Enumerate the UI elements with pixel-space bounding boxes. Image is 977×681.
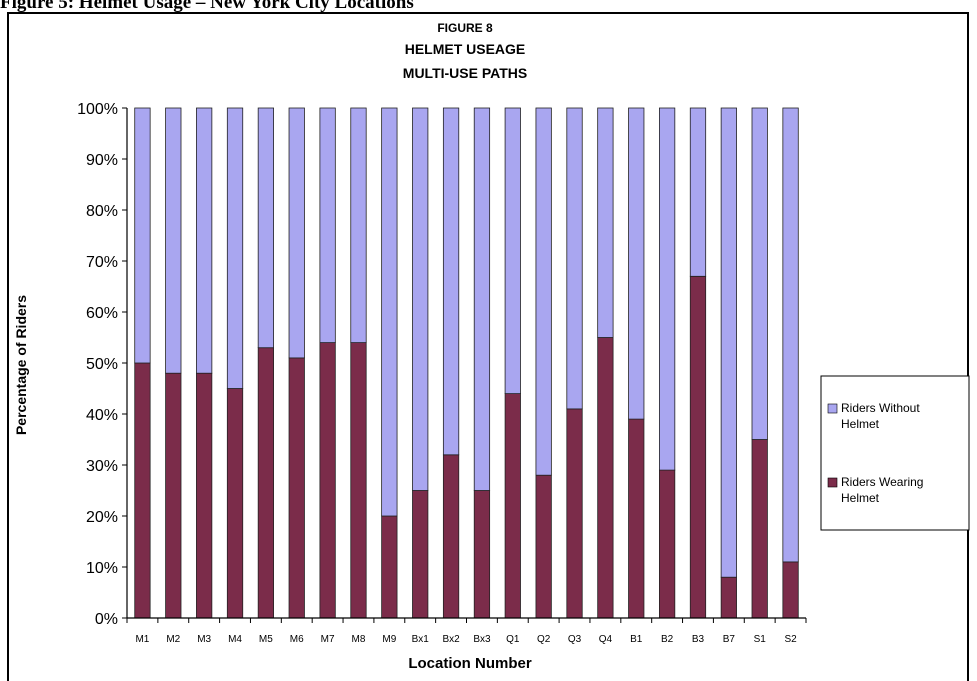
y-tick-label-80pct: 80% — [86, 203, 118, 220]
bar-wearing-m5 — [257, 347, 275, 619]
bar-wearing-b2 — [659, 469, 676, 619]
y-tick-label-0pct: 0% — [95, 611, 118, 628]
bar-without-q2 — [535, 107, 552, 476]
x-tick-label-m8: M8 — [352, 634, 366, 645]
bar-without-b3 — [689, 107, 707, 277]
y-axis-label: Percentage of Riders — [13, 295, 29, 435]
x-tick-label-s2: S2 — [784, 634, 797, 645]
bar-without-q3 — [566, 107, 583, 410]
x-tick-label-m3: M3 — [197, 634, 211, 645]
bar-wearing-b3 — [689, 275, 707, 619]
bar-wearing-s1 — [751, 439, 768, 619]
bar-wearing-q1 — [504, 393, 521, 619]
y-tick-label-20pct: 20% — [86, 509, 118, 526]
bar-wearing-q3 — [566, 408, 583, 619]
bar-wearing-bx2 — [442, 454, 460, 619]
bar-without-bx3 — [473, 107, 491, 491]
bar-wearing-m7 — [319, 342, 336, 619]
bar-without-m1 — [134, 107, 151, 364]
bars-layer — [134, 107, 799, 619]
y-tick-label-40pct: 40% — [86, 407, 118, 424]
y-tick-label-60pct: 60% — [86, 305, 118, 322]
x-tick-label-q3: Q3 — [568, 634, 582, 645]
bar-without-b7 — [720, 107, 737, 578]
y-tick-label-50pct: 50% — [86, 356, 118, 373]
legend-label-riders-without-helmet-line-2: Helmet — [841, 417, 880, 431]
x-axis-label: Location Number — [408, 655, 532, 672]
bar-without-m9 — [381, 107, 398, 517]
bar-without-b2 — [659, 107, 676, 471]
bar-wearing-bx3 — [473, 490, 491, 619]
bar-without-bx1 — [412, 107, 429, 491]
bar-without-m7 — [319, 107, 336, 344]
chart-title-line-2: HELMET USEAGE — [405, 41, 526, 57]
x-tick-label-s1: S1 — [754, 634, 767, 645]
x-tick-label-b7: B7 — [723, 634, 736, 645]
x-tick-label-m1: M1 — [135, 634, 149, 645]
bar-without-q4 — [597, 107, 614, 338]
x-tick-label-m7: M7 — [321, 634, 335, 645]
bar-wearing-m2 — [165, 372, 182, 619]
bar-wearing-m9 — [381, 515, 398, 619]
x-tick-label-b1: B1 — [630, 634, 643, 645]
bar-wearing-m4 — [226, 388, 244, 619]
bar-wearing-m1 — [134, 362, 151, 619]
x-tick-label-bx2: Bx2 — [442, 634, 460, 645]
axes-layer: M1 M2 M3 M4 M5 M6 M7 M8 M9 Bx1 Bx2 Bx3 Q1 Q2 Q3 Q4 B1 B2 B… — [77, 101, 807, 645]
bar-wearing-q2 — [535, 474, 552, 619]
y-tick-label-10pct: 10% — [86, 560, 118, 577]
legend-label-riders-wearing-helmet-line-1: Riders Wearing — [841, 475, 923, 489]
y-tick-label-70pct: 70% — [86, 254, 118, 271]
bar-without-m2 — [165, 107, 182, 374]
x-tick-label-q1: Q1 — [506, 634, 520, 645]
legend-label-riders-wearing-helmet-line-2: Helmet — [841, 491, 880, 505]
bar-without-s1 — [751, 107, 768, 440]
y-tick-label-90pct: 90% — [86, 152, 118, 169]
bar-without-m4 — [226, 107, 244, 389]
x-tick-label-m6: M6 — [290, 634, 304, 645]
bar-without-m6 — [288, 107, 305, 359]
bar-without-q1 — [504, 107, 521, 395]
bar-without-b1 — [628, 107, 645, 420]
x-tick-label-q4: Q4 — [599, 634, 613, 645]
chart-title-line-3: MULTI-USE PATHS — [403, 65, 527, 81]
bar-wearing-m3 — [196, 372, 213, 619]
x-tick-label-m5: M5 — [259, 634, 273, 645]
legend-swatch-riders-without-helmet — [827, 403, 838, 414]
bar-without-m8 — [350, 107, 367, 344]
bar-without-bx2 — [442, 107, 460, 456]
bar-wearing-m6 — [288, 357, 305, 619]
legend-label-riders-without-helmet-line-1: Riders Without — [841, 401, 920, 415]
figure-caption: Figure 5: Helmet Usage – New York City L… — [0, 0, 414, 13]
x-tick-label-bx1: Bx1 — [412, 634, 430, 645]
x-tick-label-m4: M4 — [228, 634, 242, 645]
bar-wearing-q4 — [597, 337, 614, 619]
x-tick-label-m2: M2 — [166, 634, 180, 645]
legend-swatch-riders-wearing-helmet — [827, 477, 838, 488]
x-tick-label-b2: B2 — [661, 634, 674, 645]
chart-title-line-1: FIGURE 8 — [437, 21, 493, 35]
bar-wearing-b1 — [628, 418, 645, 619]
bar-wearing-bx1 — [412, 490, 429, 619]
x-tick-label-b3: B3 — [692, 634, 705, 645]
bar-without-m5 — [257, 107, 275, 349]
bar-wearing-m8 — [350, 342, 367, 619]
legend: Riders Without Helmet Riders Wearing Hel… — [820, 375, 970, 531]
y-tick-label-30pct: 30% — [86, 458, 118, 475]
y-tick-label-100pct: 100% — [77, 101, 118, 118]
bar-without-s2 — [782, 107, 799, 563]
x-tick-label-m9: M9 — [382, 634, 396, 645]
x-tick-label-q2: Q2 — [537, 634, 551, 645]
bar-wearing-s2 — [782, 561, 799, 619]
bar-without-m3 — [196, 107, 213, 374]
bar-wearing-b7 — [720, 576, 737, 619]
x-tick-label-bx3: Bx3 — [473, 634, 491, 645]
legend-box — [820, 375, 970, 531]
